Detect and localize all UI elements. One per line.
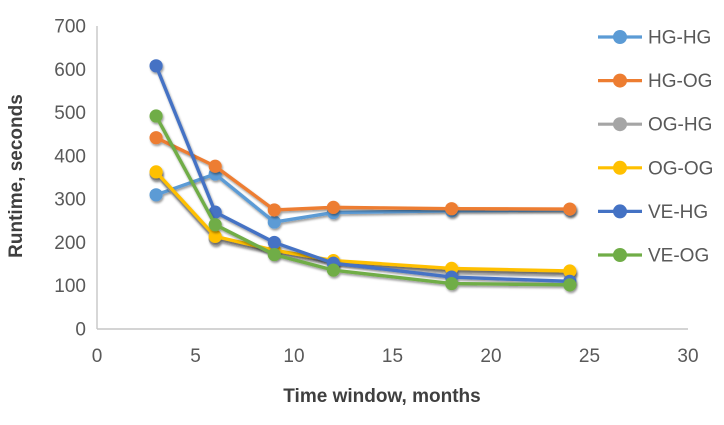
- x-tick-label: 10: [283, 346, 304, 367]
- data-point-VE-OG: [267, 247, 281, 262]
- data-point-VE-OG: [563, 278, 577, 292]
- y-tick-label: 300: [54, 190, 86, 211]
- data-point-OG-OG: [149, 165, 163, 179]
- legend-marker-VE-HG: [613, 204, 627, 219]
- legend-marker-HG-OG: [613, 73, 627, 88]
- legend-item-HG-HG: HG-HG: [598, 28, 711, 49]
- series-line-OG-HG: [154, 172, 572, 276]
- legend-marker-OG-OG: [613, 160, 627, 175]
- x-axis-title: Time window, months: [283, 386, 481, 407]
- series-line-OG-OG: [154, 170, 572, 273]
- legend-item-VE-HG: VE-HG: [598, 202, 708, 223]
- data-point-VE-HG: [267, 235, 281, 250]
- x-tick-label: 5: [190, 346, 201, 367]
- y-tick-label: 0: [75, 320, 86, 341]
- data-point-HG-OG: [563, 202, 577, 216]
- x-tick-label: 25: [579, 346, 600, 367]
- legend-label-VE-OG: VE-OG: [648, 246, 709, 267]
- legend-marker-HG-HG: [613, 30, 627, 44]
- series-VE-OG: [149, 109, 577, 292]
- data-point-VE-OG: [445, 276, 459, 291]
- data-point-OG-OG: [208, 229, 222, 243]
- data-point-HG-OG: [267, 203, 281, 217]
- data-point-HG-HG: [149, 188, 163, 202]
- legend-item-OG-HG: OG-HG: [598, 115, 712, 136]
- y-tick-label: 200: [54, 233, 86, 254]
- legend-label-OG-HG: OG-HG: [648, 115, 712, 136]
- x-tick-label: 15: [382, 346, 403, 367]
- data-point-HG-OG: [445, 202, 459, 216]
- data-point-OG-OG: [563, 264, 577, 278]
- data-point-VE-HG: [149, 59, 163, 73]
- series-line-HG-HG: [154, 172, 572, 224]
- legend-marker-VE-OG: [613, 248, 627, 262]
- legend-item-OG-OG: OG-OG: [598, 158, 713, 179]
- y-tick-label: 500: [54, 103, 86, 124]
- y-tick-label: 700: [54, 17, 86, 38]
- legend-item-VE-OG: VE-OG: [598, 246, 709, 267]
- series-line-VE-OG: [154, 114, 572, 287]
- x-tick-label: 20: [480, 346, 501, 367]
- series-line-VE-HG: [154, 64, 572, 284]
- legend-label-HG-OG: HG-OG: [648, 71, 712, 92]
- legend-marker-OG-HG: [613, 117, 627, 132]
- y-tick-label: 600: [54, 60, 86, 81]
- y-tick-label: 100: [54, 276, 86, 297]
- x-tick-label: 0: [92, 346, 103, 367]
- legend-label-VE-HG: VE-HG: [648, 202, 708, 223]
- legend: HG-HG HG-OG OG-HG OG-OG VE-HG VE-OG: [598, 28, 713, 267]
- data-point-HG-OG: [149, 131, 163, 145]
- data-point-VE-OG: [326, 263, 340, 277]
- y-tick-label: 400: [54, 146, 86, 167]
- data-point-VE-OG: [149, 109, 163, 123]
- legend-label-HG-HG: HG-HG: [648, 28, 711, 49]
- data-point-HG-HG: [267, 215, 281, 229]
- data-point-HG-OG: [326, 200, 340, 214]
- data-point-VE-OG: [208, 218, 222, 232]
- x-tick-label: 30: [677, 346, 698, 367]
- data-point-HG-OG: [208, 159, 222, 173]
- series-line-HG-OG: [154, 135, 572, 212]
- series-HG-OG: [149, 131, 577, 217]
- legend-item-HG-OG: HG-OG: [598, 71, 712, 92]
- legend-label-OG-OG: OG-OG: [648, 158, 713, 179]
